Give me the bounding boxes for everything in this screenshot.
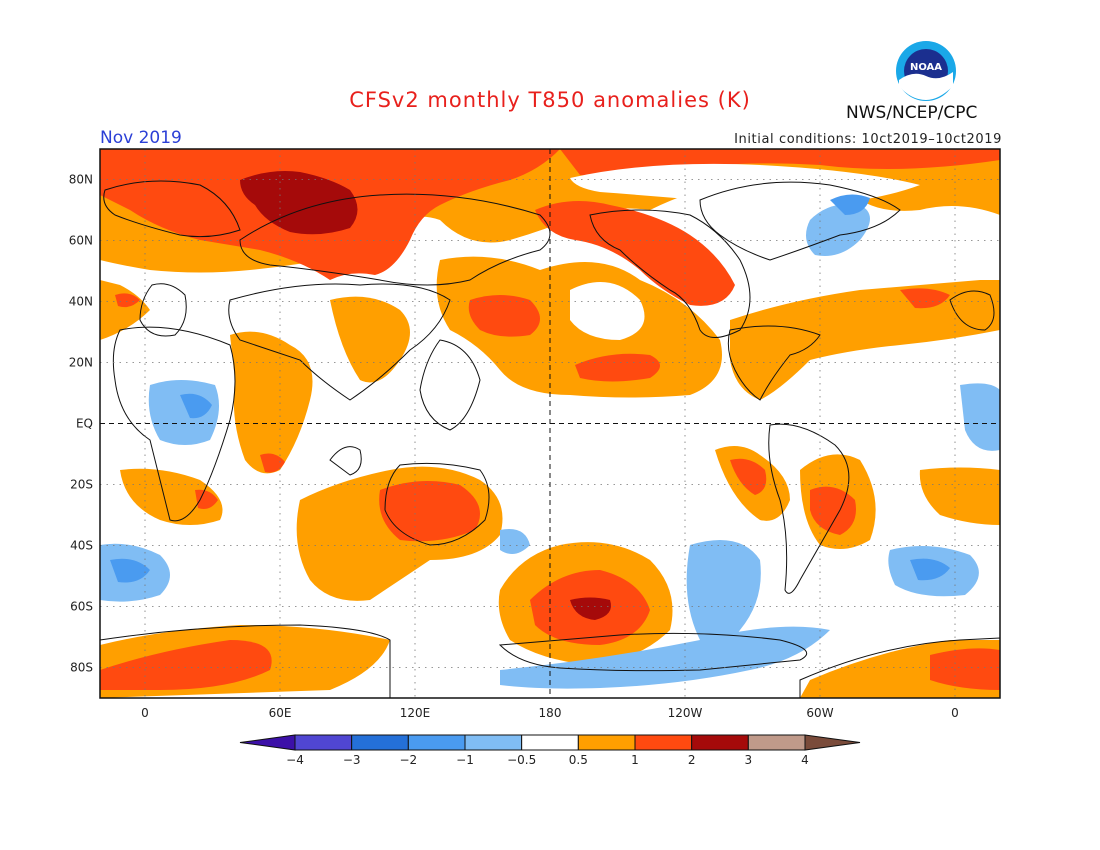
colorbar-label: −1 <box>456 753 474 767</box>
agency-label: NWS/NCEP/CPC <box>846 103 978 123</box>
colorbar-bin <box>747 734 806 751</box>
colorbar-bin <box>351 734 409 751</box>
colorbar-bin <box>407 734 466 751</box>
colorbar-label: −3 <box>343 753 361 767</box>
colorbar-label: −2 <box>399 753 417 767</box>
colorbar-label: 2 <box>688 753 696 767</box>
latitude-label: 40S <box>70 539 93 553</box>
latitude-label: 20S <box>70 478 93 492</box>
colorbar-bin <box>464 734 523 751</box>
page-title: CFSv2 monthly T850 anomalies (K) <box>349 88 751 112</box>
latitude-label: 80S <box>70 661 93 675</box>
latitude-label: 40N <box>69 295 93 309</box>
colorbar-arrow-low <box>239 734 296 751</box>
colorbar: −4 −3 −2 −1 −0.5 0.5 1 2 3 4 <box>239 734 861 767</box>
colorbar-bin <box>294 734 353 751</box>
graticule <box>100 149 1000 698</box>
colorbar-label: −4 <box>286 753 304 767</box>
colorbar-label: 4 <box>801 753 809 767</box>
longitude-label: 60E <box>269 706 292 720</box>
colorbar-bin <box>634 734 693 751</box>
colorbar-bin <box>577 734 636 751</box>
latitude-label: 80N <box>69 173 93 187</box>
longitude-label: 0 <box>951 706 959 720</box>
colorbar-label: 3 <box>745 753 753 767</box>
logo-text: NOAA <box>910 62 942 73</box>
longitude-label: 0 <box>141 706 149 720</box>
initial-conditions: Initial conditions: 10ct2019–10ct2019 <box>734 132 1002 147</box>
longitude-label: 180 <box>539 706 562 720</box>
colorbar-label: 0.5 <box>569 753 588 767</box>
latitude-label: EQ <box>76 417 93 431</box>
latitude-labels: 80N 60N 40N 20N EQ 20S 40S 60S 80S <box>69 173 93 675</box>
colorbar-label: −0.5 <box>507 753 536 767</box>
colorbar-label: 1 <box>631 753 639 767</box>
coastlines <box>100 180 1000 698</box>
latitude-label: 60N <box>69 234 93 248</box>
longitude-label: 60W <box>806 706 833 720</box>
colorbar-bin <box>521 734 579 751</box>
map-frame <box>99 148 1001 699</box>
latitude-label: 60S <box>70 600 93 614</box>
latitude-label: 20N <box>69 356 93 370</box>
forecast-month: Nov 2019 <box>100 128 182 148</box>
colorbar-bin <box>691 734 749 751</box>
colorbar-arrow-high <box>804 734 861 751</box>
longitude-label: 120W <box>668 706 703 720</box>
noaa-logo-icon: NOAA <box>896 41 956 101</box>
longitude-labels: 0 60E 120E 180 120W 60W 0 <box>141 706 959 720</box>
longitude-label: 120E <box>400 706 431 720</box>
